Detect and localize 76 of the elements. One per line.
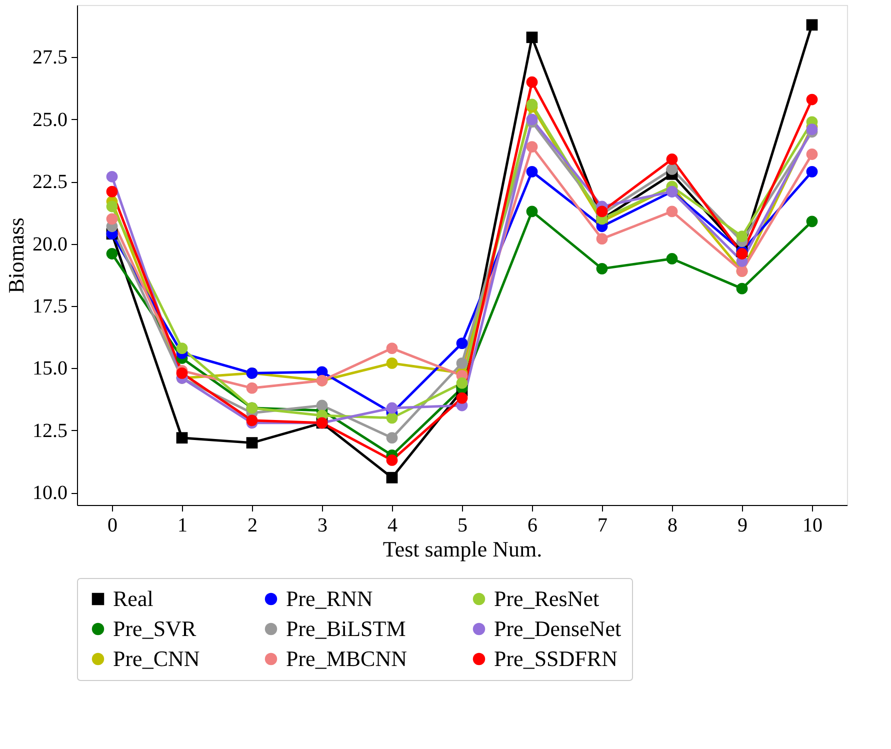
legend-label: Pre_MBCNN [286, 646, 408, 671]
point [736, 248, 748, 260]
point [596, 206, 608, 218]
legend-label: Pre_CNN [113, 646, 200, 671]
point [806, 94, 818, 106]
point [106, 186, 118, 198]
point [526, 141, 538, 152]
point [666, 163, 678, 175]
point [526, 166, 538, 178]
y-tick-label: 27.5 [32, 46, 68, 69]
y-tick-label: 17.5 [32, 295, 68, 318]
point [456, 338, 468, 349]
point [176, 432, 188, 444]
legend-label: Real [113, 586, 154, 611]
point [386, 472, 398, 484]
point [246, 382, 258, 394]
point [806, 148, 818, 160]
point [666, 154, 678, 165]
point [246, 437, 258, 449]
legend-label: Pre_RNN [286, 586, 373, 611]
x-tick-label: 6 [528, 514, 538, 536]
point [596, 233, 608, 245]
point [666, 253, 678, 264]
point [176, 342, 188, 354]
point [666, 206, 678, 218]
x-tick-label: 5 [458, 514, 468, 536]
x-tick-label: 2 [248, 514, 258, 536]
point [806, 19, 818, 31]
point [806, 216, 818, 228]
x-tick-label: 0 [108, 514, 118, 536]
point [806, 166, 818, 178]
point [106, 170, 118, 182]
point [386, 358, 398, 369]
legend-label: Pre_ResNet [494, 586, 600, 611]
y-tick-label: 20.0 [32, 233, 68, 256]
point [526, 98, 538, 110]
y-tick-label: 15.0 [32, 358, 68, 380]
x-tick-label: 9 [738, 514, 748, 536]
point [106, 213, 118, 225]
point [176, 367, 188, 379]
point [386, 402, 398, 414]
point [526, 32, 538, 44]
y-tick-label: 25.0 [32, 108, 68, 131]
point [106, 200, 118, 212]
point [456, 392, 468, 404]
point [736, 230, 748, 242]
x-tick-label: 10 [802, 514, 822, 536]
y-axis-title: Biomass [4, 218, 28, 294]
point [386, 342, 398, 354]
x-tick-label: 1 [178, 514, 188, 536]
point [386, 432, 398, 444]
y-tick-label: 22.5 [32, 171, 68, 194]
point [386, 454, 398, 466]
point [246, 414, 258, 426]
point [806, 124, 818, 136]
point [526, 76, 538, 88]
x-tick-label: 7 [598, 514, 608, 536]
point [106, 248, 118, 260]
x-tick-label: 3 [318, 514, 328, 536]
point [736, 282, 748, 294]
legend-label: Pre_SSDFRN [494, 646, 618, 671]
legend-label: Pre_DenseNet [494, 616, 622, 641]
point [316, 400, 328, 412]
point [386, 412, 398, 424]
y-tick-label: 10.0 [32, 482, 68, 504]
x-tick-label: 8 [668, 514, 678, 536]
x-axis-title: Test sample Num. [382, 536, 542, 562]
y-tick-label: 12.5 [32, 420, 68, 442]
point [526, 114, 538, 126]
point [596, 262, 608, 274]
x-tick-label: 4 [388, 514, 398, 536]
point [456, 377, 468, 389]
point [456, 358, 468, 369]
point [526, 206, 538, 218]
legend-label: Pre_BiLSTM [286, 616, 406, 641]
legend-label: Pre_SVR [113, 616, 196, 641]
